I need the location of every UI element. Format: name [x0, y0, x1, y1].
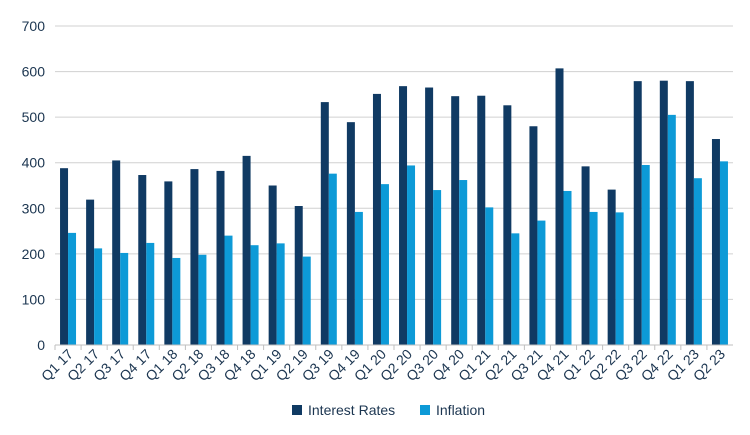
bar-inflation [589, 211, 598, 345]
bar-inflation [380, 184, 389, 345]
bar-inflation [407, 165, 416, 345]
bar-inflation [94, 248, 103, 345]
bar-inflation [172, 257, 181, 345]
bar-interest-rates [685, 81, 694, 346]
bar-interest-rates [268, 185, 277, 345]
bar-inflation [641, 164, 650, 345]
y-axis-tick-labels: 0 100 200 300 400 500 600 700 [22, 18, 46, 353]
bar-interest-rates [711, 139, 720, 345]
bar-inflation [146, 242, 155, 345]
bar-interest-rates [216, 170, 225, 345]
y-tick-label: 0 [37, 337, 45, 353]
bar-interest-rates [190, 169, 199, 345]
bar-inflation [68, 232, 77, 345]
bar-interest-rates [60, 168, 69, 345]
bar-interest-rates [294, 206, 303, 345]
bar-inflation [615, 212, 624, 345]
bar-interest-rates [346, 122, 355, 345]
y-tick-label: 600 [22, 64, 46, 80]
bar-inflation [198, 254, 207, 345]
legend-swatch-interest-rates [292, 405, 302, 415]
legend-swatch-inflation [420, 405, 430, 415]
y-tick-label: 400 [22, 155, 46, 171]
bar-interest-rates [320, 102, 329, 346]
bar-inflation [328, 173, 337, 345]
bar-interest-rates [477, 95, 486, 345]
y-tick-label: 700 [22, 18, 46, 34]
bar-inflation [719, 161, 728, 345]
bar-interest-rates [607, 189, 616, 345]
bar-inflation [511, 233, 520, 345]
bar-inflation [563, 190, 572, 345]
bar-inflation [302, 256, 311, 345]
bar-inflation [433, 190, 442, 345]
bar-interest-rates [372, 93, 381, 345]
legend-label-interest-rates: Interest Rates [308, 402, 395, 418]
bar-inflation [693, 178, 702, 345]
y-tick-label: 500 [22, 109, 46, 125]
bar-interest-rates [242, 155, 251, 345]
bar-interest-rates [529, 126, 538, 345]
bar-inflation [224, 235, 233, 345]
bar-inflation [459, 180, 468, 345]
bar-interest-rates [425, 87, 434, 346]
bar-inflation [667, 114, 676, 345]
bar-inflation [537, 220, 546, 345]
bar-interest-rates [503, 105, 512, 346]
bar-interest-rates [399, 86, 408, 345]
gridlines [55, 25, 733, 300]
bar-interest-rates [659, 80, 668, 345]
bar-inflation [250, 245, 259, 345]
bar-inflation [120, 252, 129, 345]
bar-inflation [354, 211, 363, 345]
bar-inflation [276, 243, 285, 345]
bars [60, 68, 728, 346]
bar-interest-rates [138, 175, 147, 345]
bar-interest-rates [164, 181, 173, 345]
legend-label-inflation: Inflation [436, 402, 485, 418]
bar-interest-rates [451, 96, 460, 346]
bar-interest-rates [86, 199, 95, 345]
legend: Interest Rates Inflation [292, 402, 485, 418]
y-tick-label: 100 [22, 291, 46, 307]
bar-interest-rates [581, 166, 590, 345]
y-tick-label: 300 [22, 200, 46, 216]
bar-inflation [485, 207, 494, 345]
bar-interest-rates [555, 68, 564, 345]
bar-interest-rates [112, 160, 121, 345]
y-tick-label: 200 [22, 246, 46, 262]
bar-interest-rates [633, 81, 642, 346]
